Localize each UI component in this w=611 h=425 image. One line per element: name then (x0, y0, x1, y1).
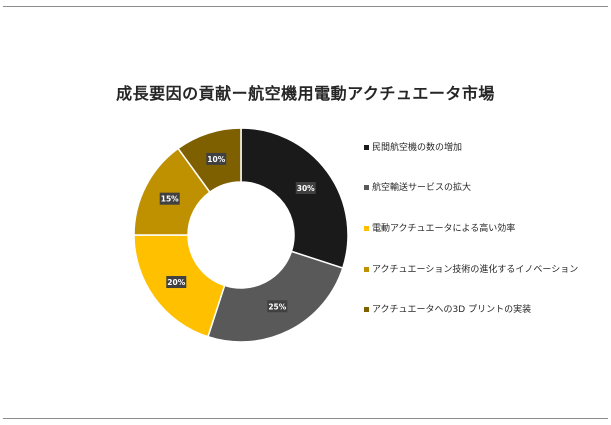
slice-label-background (159, 192, 180, 205)
legend-label: 民間航空機の数の増加 (372, 143, 463, 153)
legend-item-5: アクチュエータへの3D プリントの実装 (364, 303, 594, 317)
legend-swatch (364, 226, 369, 231)
slice-value-label-2: 25% (267, 300, 288, 313)
slice-label-background (295, 181, 316, 194)
slice-value-text: 20% (167, 278, 185, 287)
legend-swatch (364, 307, 369, 312)
legend-swatch (364, 185, 369, 190)
slice-value-text: 25% (268, 302, 286, 311)
legend-label: アクチュエーション技術の進化するイノベーション (372, 265, 579, 275)
slice-value-label-4: 15% (159, 192, 180, 205)
legend-swatch (364, 267, 369, 272)
donut-slice-1 (240, 127, 349, 270)
slice-value-label-3: 20% (166, 276, 187, 289)
donut-slice-2 (206, 250, 344, 343)
legend-label: 航空輸送サービスの拡大 (372, 183, 472, 193)
chart-title: 成長要因の貢献ー航空機用電動アクチュエータ市場 (116, 84, 495, 103)
legend-label: 電動アクチュエータによる高い効率 (372, 224, 516, 234)
legend-label: アクチュエータへの3D プリントの実装 (372, 305, 532, 315)
slice-value-text: 15% (161, 195, 179, 204)
slice-value-label-1: 30% (295, 181, 316, 194)
legend-item-1: 民間航空機の数の増加 (364, 141, 594, 155)
bottom-border-line (3, 418, 608, 419)
legend-swatch (364, 145, 369, 150)
legend-item-4: アクチュエーション技術の進化するイノベーション (364, 263, 594, 277)
legend-item-2: 航空輸送サービスの拡大 (364, 181, 594, 195)
slice-value-text: 30% (297, 184, 315, 193)
slice-label-background (267, 300, 288, 313)
top-border-line (3, 6, 608, 7)
slice-value-text: 10% (207, 155, 225, 164)
legend-item-3: 電動アクチュエータによる高い効率 (364, 222, 594, 236)
slice-label-background (166, 276, 187, 289)
slice-label-background (206, 152, 227, 165)
slice-value-label-5: 10% (206, 152, 227, 165)
